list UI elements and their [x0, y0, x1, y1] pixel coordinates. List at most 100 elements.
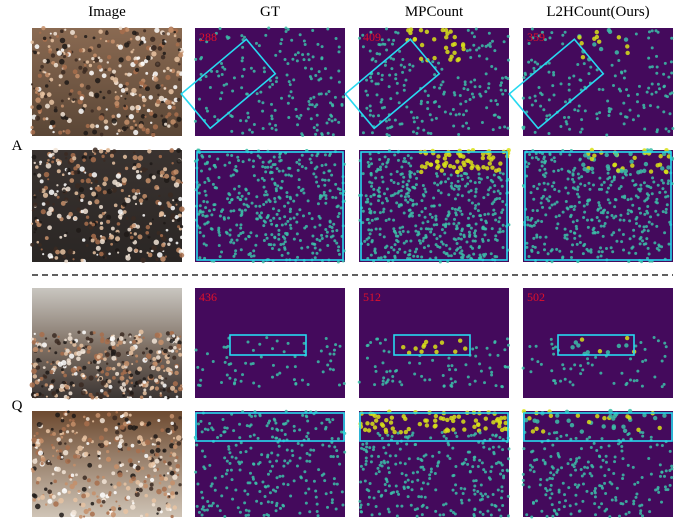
density-dot [479, 214, 482, 217]
photo-speck [164, 396, 167, 399]
photo-speck [66, 424, 69, 427]
density-dot [579, 182, 582, 185]
density-dot [276, 339, 279, 342]
photo-speck [141, 467, 144, 470]
density-dot [368, 181, 371, 184]
density-dot [469, 49, 472, 52]
density-dot [468, 383, 471, 386]
density-dot [318, 224, 321, 227]
density-dot [448, 247, 451, 250]
density-dot [454, 483, 457, 486]
density-dot [246, 112, 249, 115]
photo-speck [47, 92, 52, 97]
density-dot [264, 190, 267, 193]
density-dot [379, 342, 382, 345]
density-dot [217, 227, 220, 230]
density-dot [308, 460, 311, 463]
density-dot [612, 382, 615, 385]
density-dot [282, 482, 285, 485]
photo-speck [38, 379, 41, 382]
photo-speck [119, 461, 121, 463]
density-dot [221, 418, 224, 421]
photo-speck [168, 372, 172, 376]
photo-speck [110, 243, 113, 246]
photo-speck [178, 197, 182, 201]
density-dot [473, 456, 476, 459]
photo-speck [171, 331, 174, 334]
photo-speck [111, 349, 116, 354]
density-dot [571, 178, 574, 181]
density-dot [393, 153, 396, 156]
density-map: 409 [345, 27, 510, 137]
density-dot [291, 454, 294, 457]
density-dot [423, 246, 426, 249]
photo-speck [154, 443, 156, 445]
density-dot [229, 462, 232, 465]
photo-speck [175, 199, 178, 202]
density-dot [525, 513, 528, 516]
density-dot [594, 495, 597, 498]
density-dot [501, 93, 504, 96]
density-dot [654, 210, 657, 213]
photo-speck [125, 167, 128, 170]
density-dot [647, 457, 650, 460]
density-dot [279, 507, 282, 510]
density-bg [195, 288, 345, 398]
density-dot [478, 177, 481, 180]
density-dot [337, 50, 340, 53]
density-dot [280, 97, 283, 100]
density-dot [387, 466, 390, 469]
density-dot [628, 251, 631, 254]
density-dot [334, 196, 337, 199]
density-dot [438, 204, 441, 207]
density-dot [488, 476, 491, 479]
photo-speck [45, 371, 49, 375]
density-dot [197, 384, 200, 387]
density-dot [221, 73, 224, 76]
photo-speck [50, 120, 55, 125]
density-dot [464, 185, 467, 188]
density-dot [275, 509, 278, 512]
density-dot [440, 168, 444, 172]
density-dot [327, 179, 330, 182]
density-dot [299, 114, 302, 117]
density-dot [625, 51, 629, 55]
density-dot [428, 477, 431, 480]
photo-speck [152, 74, 154, 76]
photo-speck [166, 229, 169, 232]
density-dot [366, 357, 369, 360]
density-dot [235, 170, 238, 173]
density-dot [658, 245, 661, 248]
density-dot [491, 40, 494, 43]
density-dot [221, 208, 224, 211]
density-dot [220, 62, 223, 65]
density-dot [327, 90, 330, 93]
density-dot [221, 475, 224, 478]
density-dot [331, 501, 334, 504]
density-dot [376, 52, 379, 55]
density-dot [587, 182, 590, 185]
photo-speck [95, 124, 99, 128]
density-dot [578, 177, 581, 180]
density-dot [335, 37, 338, 40]
density-dot [566, 208, 569, 211]
density-dot [600, 466, 603, 469]
density-dot [240, 380, 243, 383]
density-dot [416, 479, 419, 482]
density-dot [641, 435, 644, 438]
density-dot [455, 113, 458, 116]
density-dot [473, 489, 476, 492]
photo-speck [123, 392, 125, 394]
density-dot [231, 498, 234, 501]
density-dot [636, 170, 640, 174]
photo-speck [121, 376, 123, 378]
photo-speck [177, 344, 182, 349]
density-dot [494, 67, 497, 70]
density-dot [473, 484, 476, 487]
density-dot [206, 352, 209, 355]
density-dot [507, 59, 510, 62]
density-dot [632, 500, 635, 503]
density-dot [260, 502, 263, 505]
photo-speck [56, 467, 61, 472]
density-dot [365, 194, 368, 197]
